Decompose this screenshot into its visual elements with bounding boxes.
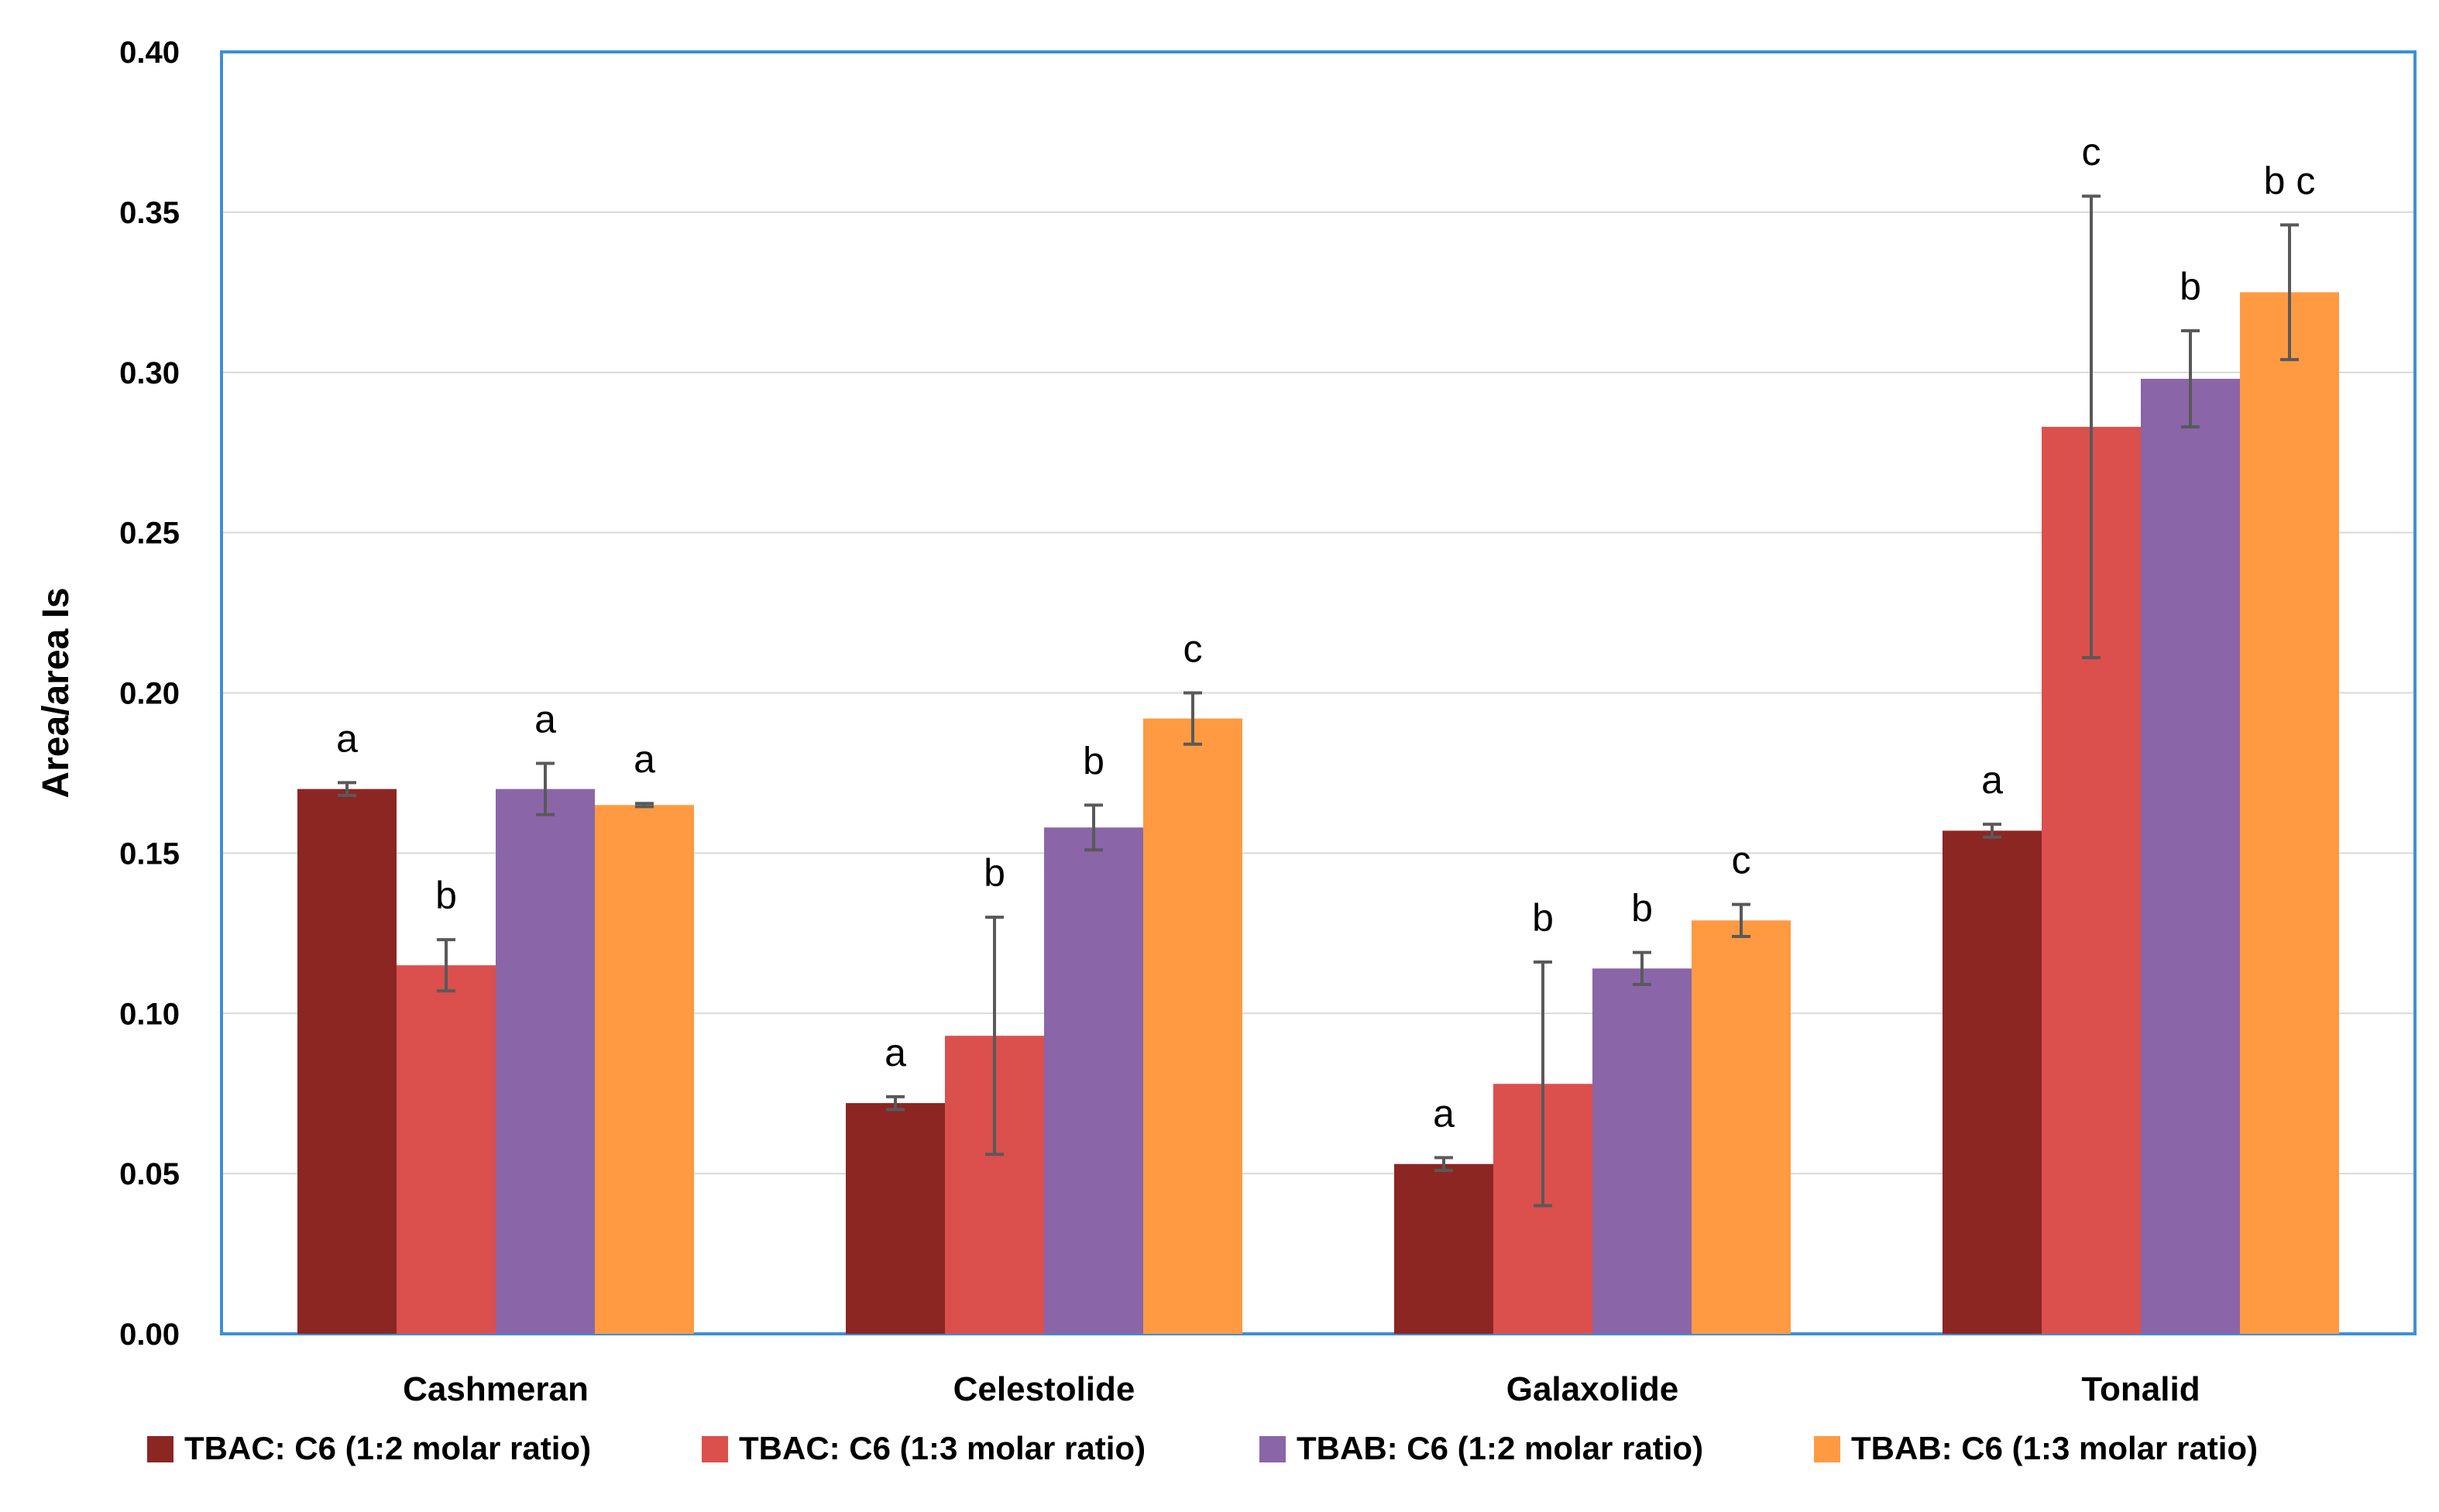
significance-letter: a <box>336 716 358 760</box>
bar <box>846 1103 945 1334</box>
y-tick-label: 0.20 <box>119 677 180 711</box>
legend-label: TBAB: C6 (1:3 molar ratio) <box>1851 1430 2258 1466</box>
significance-letter: b <box>1631 887 1653 930</box>
legend-label: TBAC: C6 (1:3 molar ratio) <box>739 1430 1146 1466</box>
significance-letter: a <box>885 1031 906 1074</box>
significance-letter: b <box>1532 896 1554 940</box>
legend-swatch <box>1259 1436 1286 1462</box>
bars-group <box>297 292 2339 1334</box>
bar <box>1143 718 1242 1334</box>
plot-area-frame <box>220 50 2417 1335</box>
y-tick-label: 0.25 <box>119 517 180 551</box>
legend-swatch <box>1814 1436 1840 1462</box>
significance-letter: a <box>634 737 655 781</box>
x-tick-label: Cashmeran <box>403 1370 589 1408</box>
y-tick-label: 0.00 <box>119 1318 180 1352</box>
legend: TBAC: C6 (1:2 molar ratio) TBAC: C6 (1:3 … <box>147 1430 2258 1466</box>
significance-letter: c <box>1732 839 1751 882</box>
significance-letter: a <box>534 698 556 741</box>
significance-letter: a <box>1433 1091 1455 1135</box>
y-tick-label: 0.40 <box>119 36 180 70</box>
y-axis-label: Area/area Is <box>36 587 77 798</box>
bar <box>297 789 397 1334</box>
y-tick-label: 0.05 <box>119 1157 180 1191</box>
bar <box>1592 968 1692 1334</box>
significance-letters-group: a b a a a b b c a b b c a c b b c <box>336 130 2315 1135</box>
bar <box>1692 920 1791 1334</box>
error-bars-group <box>338 194 2299 1208</box>
legend-label: TBAB: C6 (1:2 molar ratio) <box>1297 1430 1703 1466</box>
significance-letter: b <box>2180 265 2201 308</box>
y-tick-label: 0.30 <box>119 356 180 390</box>
legend-swatch <box>702 1436 728 1462</box>
significance-letter: b c <box>2264 159 2316 202</box>
significance-letter: c <box>1183 627 1203 671</box>
y-tick-label: 0.35 <box>119 196 180 230</box>
bar <box>397 965 496 1334</box>
significance-letter: b <box>984 851 1005 895</box>
bar <box>1044 827 1143 1334</box>
bar <box>2240 292 2339 1334</box>
bar <box>595 805 694 1334</box>
x-axis-ticks: Cashmeran Celestolide Galaxolide Tonalid <box>403 1370 2200 1408</box>
y-tick-label: 0.10 <box>119 997 180 1031</box>
y-tick-label: 0.15 <box>119 837 180 871</box>
x-tick-label: Galaxolide <box>1506 1370 1679 1408</box>
bar <box>1394 1163 1493 1334</box>
bar <box>1943 830 2042 1334</box>
legend-swatch <box>147 1436 173 1462</box>
x-tick-label: Tonalid <box>2081 1370 2200 1408</box>
significance-letter: b <box>1083 739 1104 782</box>
significance-letter: c <box>2082 130 2101 174</box>
x-tick-label: Celestolide <box>953 1370 1135 1408</box>
significance-letter: a <box>1981 758 2003 802</box>
legend-label: TBAC: C6 (1:2 molar ratio) <box>184 1430 591 1466</box>
bar <box>2141 379 2240 1334</box>
bar <box>496 789 595 1334</box>
significance-letter: b <box>435 874 457 917</box>
y-axis-ticks: 0.00 0.05 0.10 0.15 0.20 0.25 0.30 0.35 0.40 <box>119 36 180 1352</box>
